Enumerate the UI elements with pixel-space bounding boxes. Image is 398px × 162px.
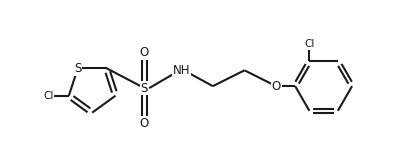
Text: S: S [141, 82, 148, 95]
Text: Cl: Cl [43, 91, 53, 101]
Text: Cl: Cl [304, 39, 314, 49]
Text: S: S [74, 62, 82, 75]
Text: O: O [140, 117, 149, 130]
Text: NH: NH [172, 64, 190, 77]
Text: O: O [271, 80, 281, 93]
Text: O: O [140, 46, 149, 59]
